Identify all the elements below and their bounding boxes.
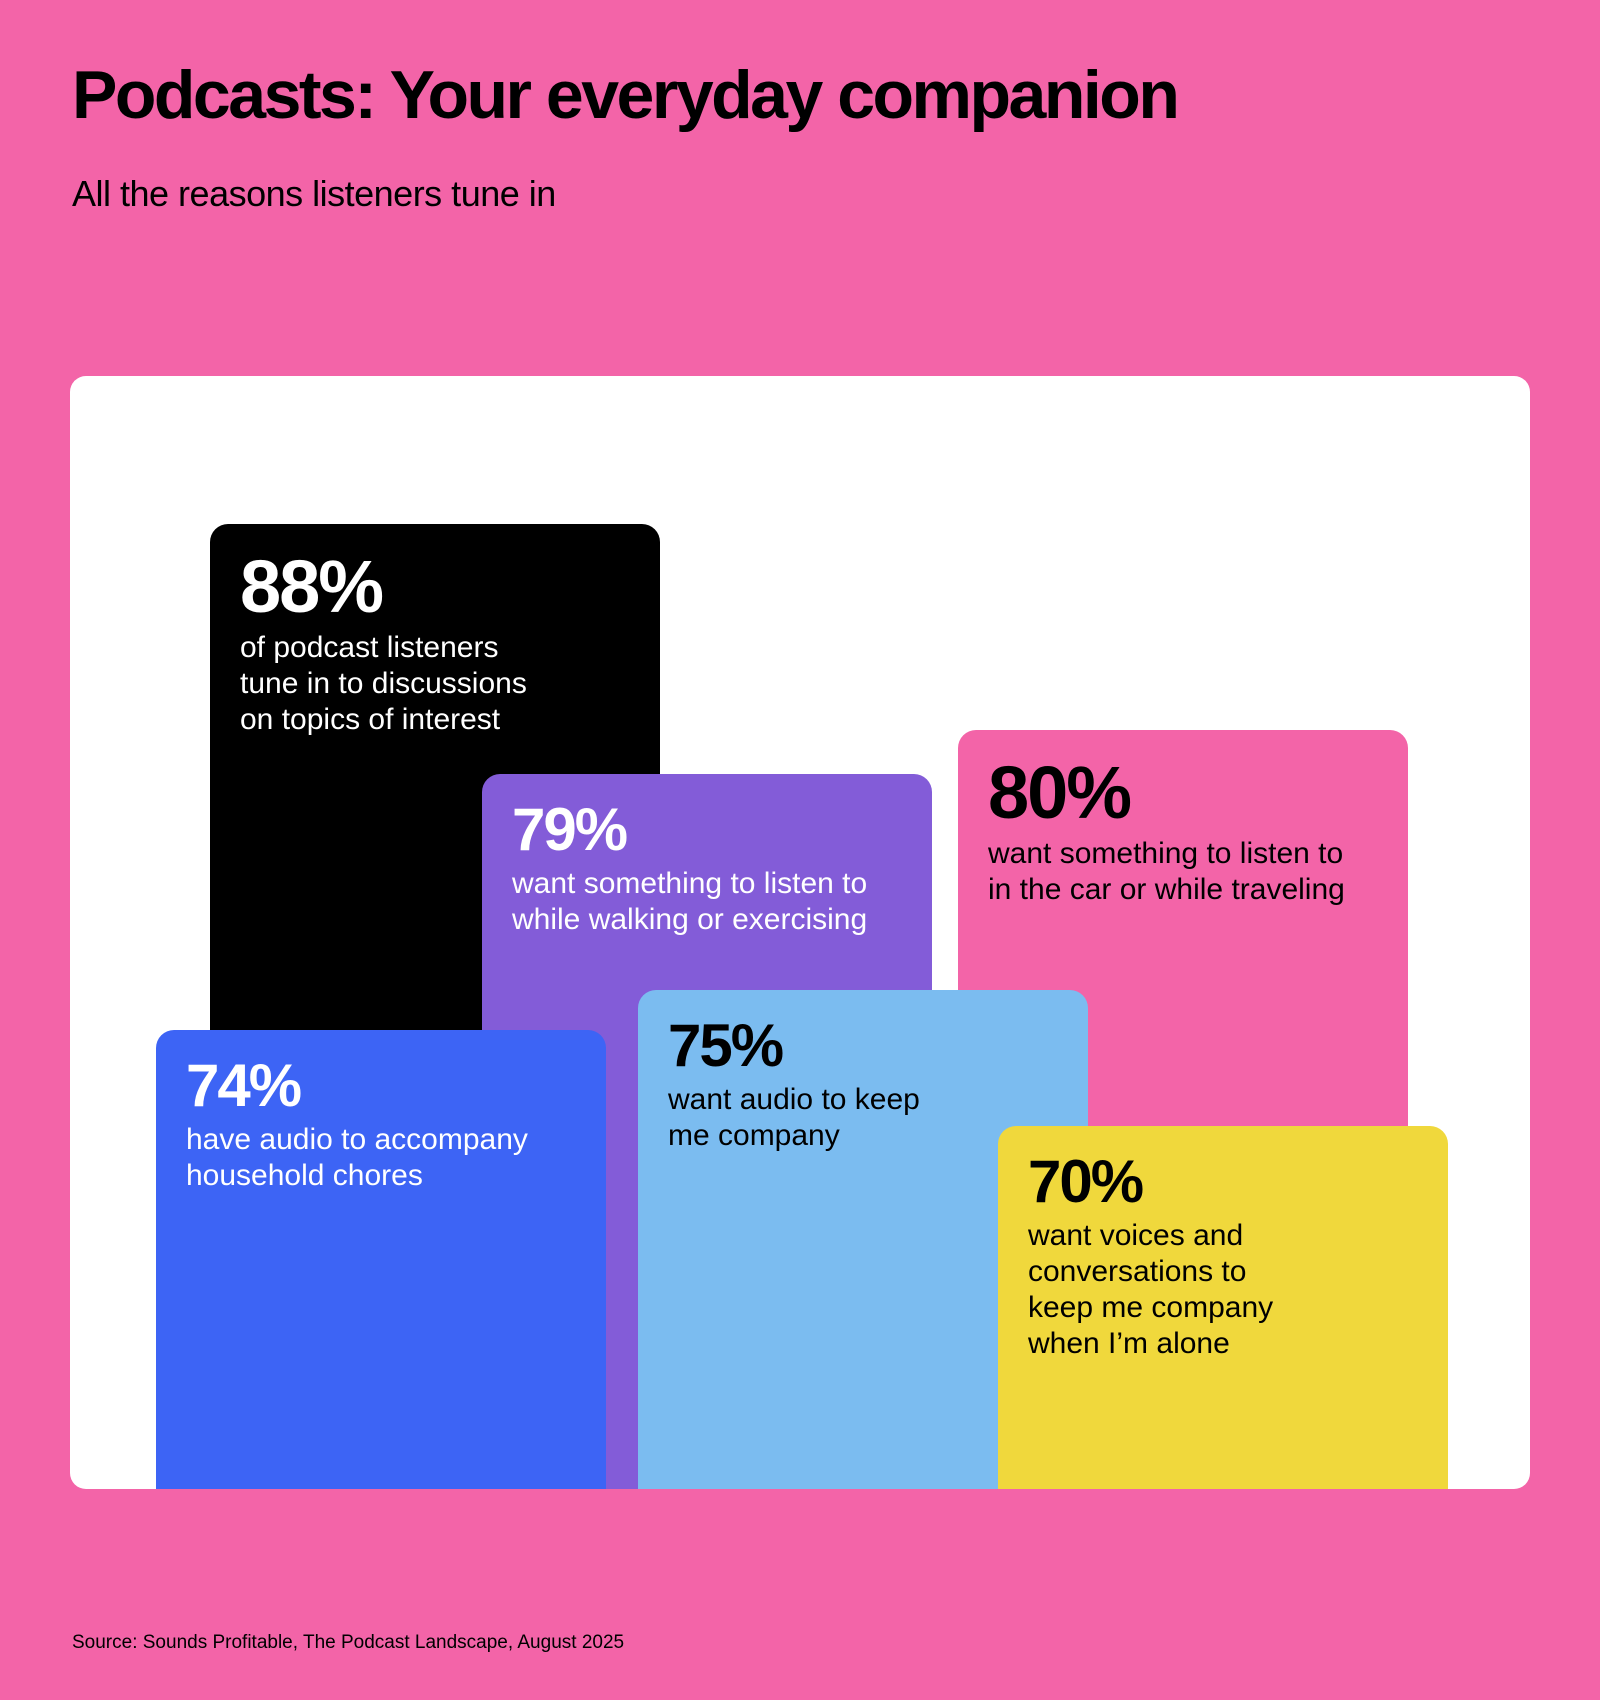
chart-card: 88% of podcast listeners tune in to disc… [70, 376, 1530, 1489]
page-subtitle: All the reasons listeners tune in [72, 173, 556, 214]
bar-79-desc-line: while walking or exercising [512, 903, 868, 936]
bar-75-value: 75% [668, 1012, 784, 1079]
bar-75-description: want audio to keep me company [668, 1082, 1058, 1154]
bar-80-description: want something to listen to in the car o… [988, 836, 1378, 908]
bar-70-desc-line: want voices and [1028, 1219, 1244, 1252]
bar-74-desc-line: household chores [186, 1159, 423, 1192]
bar-80-value: 80% [988, 751, 1132, 834]
bar-88-desc-line: tune in to discussions [240, 667, 527, 700]
bar-74-description: have audio to accompany household chores [186, 1122, 576, 1194]
page-title: Podcasts: Your everyday companion [72, 57, 1180, 133]
bar-74-desc-line: have audio to accompany [186, 1123, 528, 1156]
bar-70-desc-line: conversations to [1028, 1255, 1247, 1288]
bar-88-desc-line: of podcast listeners [240, 631, 499, 664]
bar-88-value: 88% [240, 545, 384, 628]
bar-88-desc-line: on topics of interest [240, 703, 501, 736]
bar-80-desc-line: want something to listen to [988, 837, 1344, 870]
bar-79-description: want something to listen to while walkin… [512, 866, 902, 938]
source-note: Source: Sounds Profitable, The Podcast L… [72, 1632, 625, 1653]
bar-74-value: 74% [186, 1052, 302, 1119]
bar-70-desc-line: keep me company [1028, 1291, 1274, 1324]
bar-75-desc-line: me company [668, 1119, 840, 1152]
bar-79-desc-line: want something to listen to [512, 867, 868, 900]
bar-75-desc-line: want audio to keep [668, 1083, 920, 1116]
bar-79-value: 79% [512, 796, 628, 863]
bar-70-description: want voices and conversations to keep me… [1028, 1218, 1418, 1362]
bar-80-desc-line: in the car or while traveling [988, 873, 1345, 906]
bar-75: 75% want audio to keep me company [638, 990, 1088, 1489]
bar-88-description: of podcast listeners tune in to discussi… [240, 630, 630, 738]
bar-70: 70% want voices and conversations to kee… [998, 1126, 1448, 1489]
bar-70-desc-line: when I’m alone [1028, 1327, 1230, 1360]
bar-70-value: 70% [1028, 1148, 1144, 1215]
bar-74: 74% have audio to accompany household ch… [156, 1030, 606, 1489]
